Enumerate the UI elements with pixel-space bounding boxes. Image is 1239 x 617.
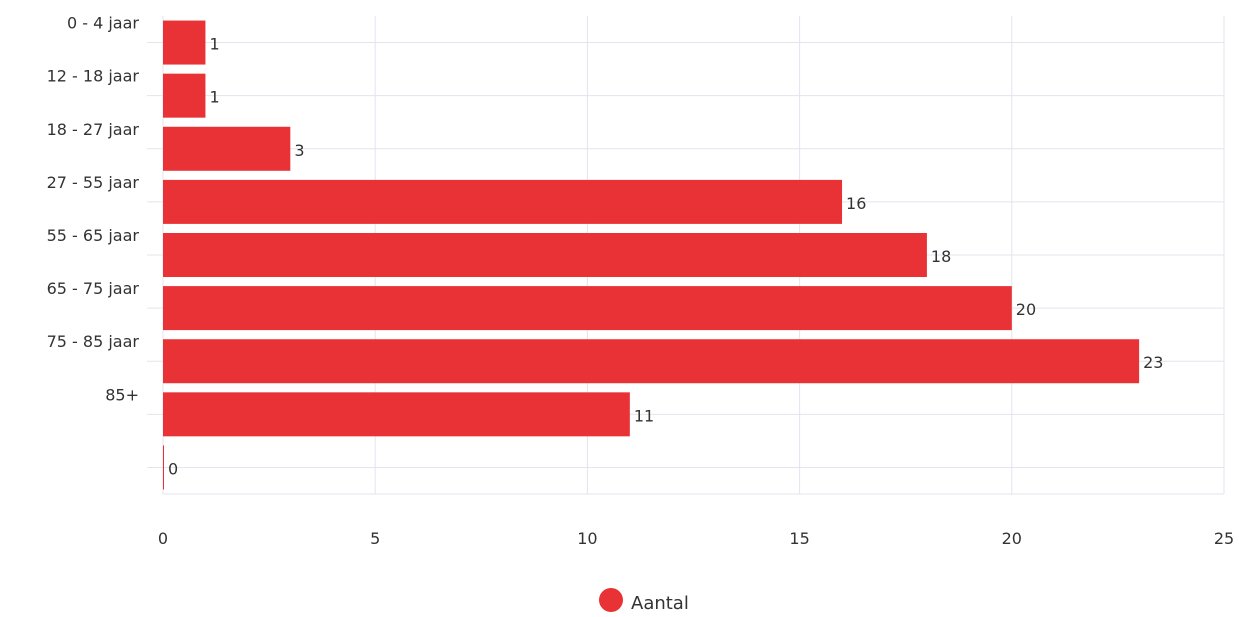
- data-label: 3: [294, 141, 304, 160]
- y-tick-label: 18 - 27 jaar: [47, 120, 140, 139]
- bar[interactable]: [163, 286, 1012, 331]
- data-label: 0: [168, 459, 178, 478]
- bar[interactable]: [163, 20, 206, 65]
- x-tick-label: 5: [370, 529, 380, 548]
- x-axis-tick-labels: 0 5 10 15 20 25: [158, 529, 1234, 548]
- y-tick-label: 55 - 65 jaar: [47, 226, 140, 245]
- data-label: 16: [846, 194, 866, 213]
- x-tick-label: 20: [1002, 529, 1022, 548]
- y-tick-label: 85+: [105, 385, 139, 404]
- bar[interactable]: [163, 339, 1140, 384]
- data-label: 23: [1143, 353, 1163, 372]
- legend-label[interactable]: Aantal: [631, 593, 689, 614]
- data-label: 1: [209, 35, 219, 54]
- legend-marker[interactable]: [599, 588, 623, 612]
- legend[interactable]: Aantal: [599, 588, 689, 614]
- bar[interactable]: [163, 233, 927, 277]
- y-tick-label: 0 - 4 jaar: [67, 14, 139, 33]
- bar[interactable]: [163, 179, 843, 224]
- bar[interactable]: [163, 126, 291, 171]
- y-axis-tick-labels: 0 - 4 jaar 12 - 18 jaar 18 - 27 jaar 27 - 5…: [47, 14, 140, 405]
- bar[interactable]: [163, 392, 630, 437]
- y-tick-label: 65 - 75 jaar: [47, 279, 140, 298]
- x-tick-label: 15: [789, 529, 809, 548]
- bars: [163, 20, 1140, 490]
- x-tick-label: 25: [1214, 529, 1234, 548]
- y-tick-label: 27 - 55 jaar: [47, 173, 140, 192]
- data-label: 1: [209, 88, 219, 107]
- data-label: 11: [634, 406, 654, 425]
- x-tick-label: 0: [158, 529, 168, 548]
- x-tick-label: 10: [577, 529, 597, 548]
- bar[interactable]: [163, 73, 206, 118]
- y-tick-label: 12 - 18 jaar: [47, 67, 140, 86]
- bar[interactable]: [163, 445, 164, 490]
- y-tick-label: 75 - 85 jaar: [47, 332, 140, 351]
- data-label: 20: [1016, 300, 1036, 319]
- data-label: 18: [931, 247, 951, 266]
